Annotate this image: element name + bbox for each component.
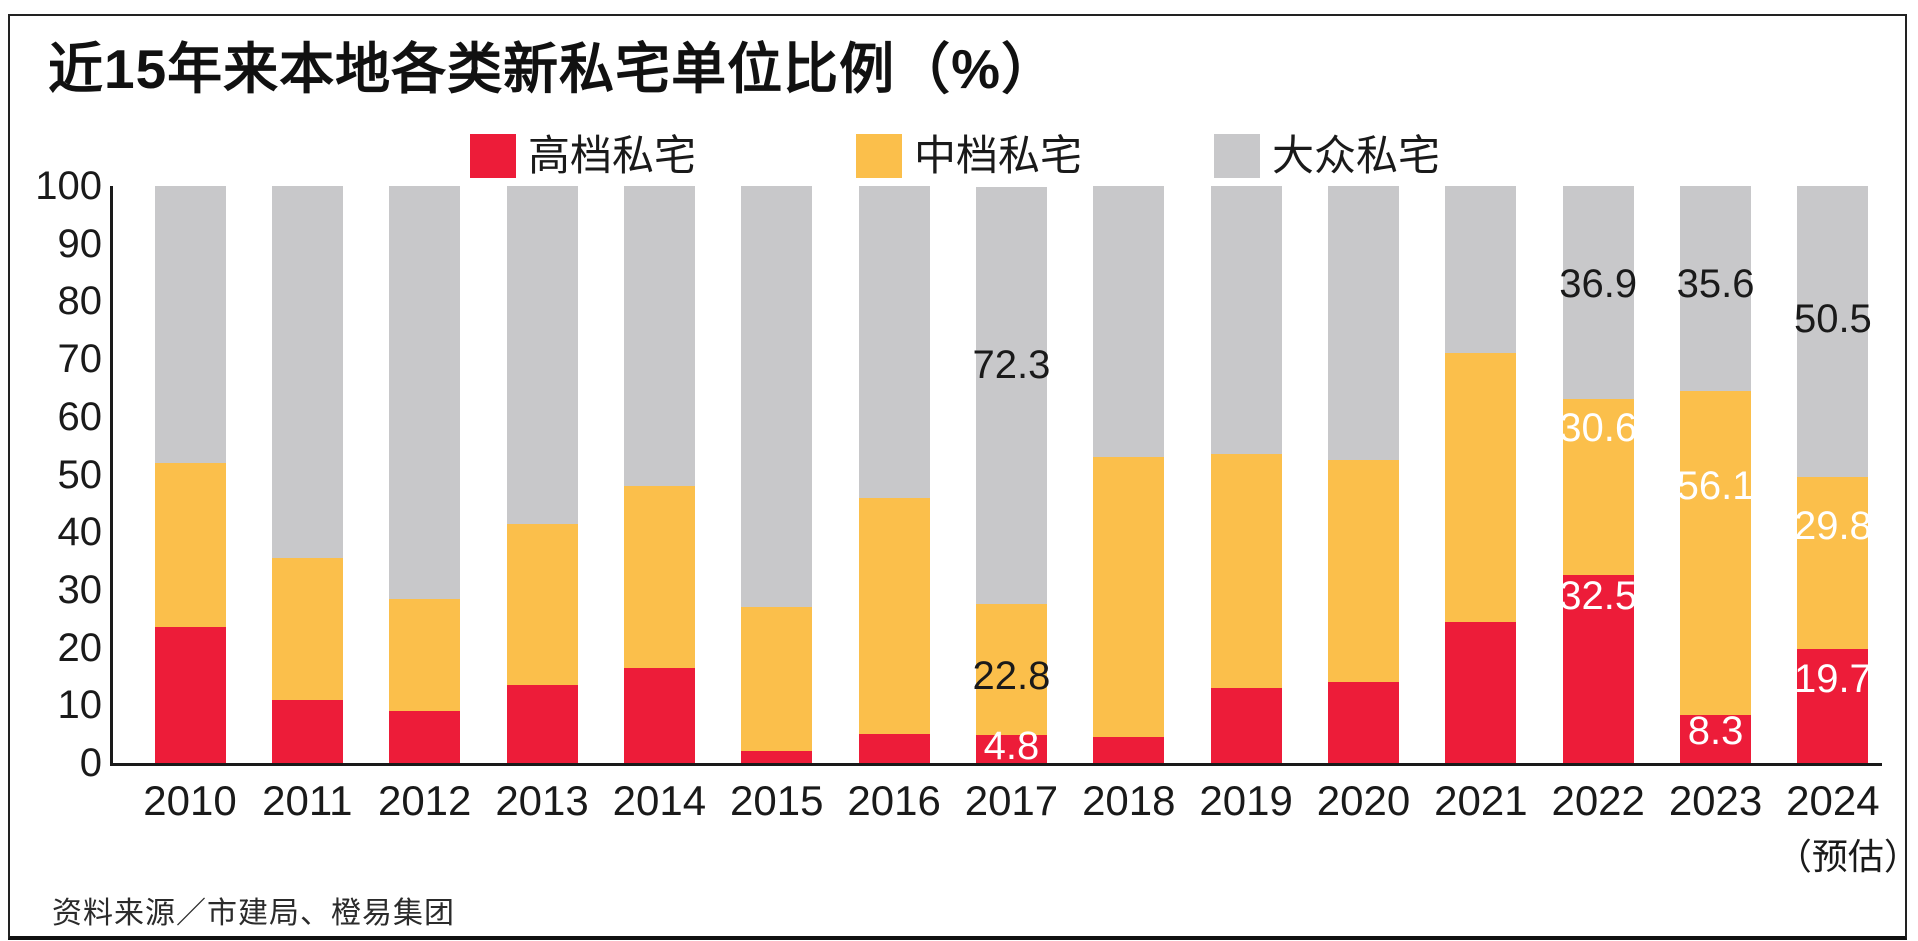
bar-segment-high_end-2023	[1680, 715, 1752, 763]
data-label-2017-72.3: 72.3	[972, 342, 1051, 387]
legend-item-mid-tier: 中档私宅	[856, 134, 1082, 178]
bar-segment-mid_tier-2021	[1445, 353, 1517, 622]
bar-segment-mass_market-2011	[271, 186, 343, 559]
legend-item-high-end: 高档私宅	[470, 134, 696, 178]
bar-segment-mass_market-2019	[1210, 186, 1282, 455]
x-label-2022: 2022	[1551, 777, 1645, 824]
y-tick-30: 30	[57, 567, 103, 612]
bar-segment-mid_tier-2012	[389, 598, 461, 712]
data-label-2024-19.7: 19.7	[1793, 657, 1872, 702]
bar-segment-mass_market-2021	[1445, 186, 1517, 354]
bar-segment-high_end-2017	[975, 735, 1047, 763]
x-label-2019: 2019	[1199, 777, 1293, 824]
legend-label-high-end: 高档私宅	[528, 132, 697, 179]
legend-item-mass-market: 大众私宅	[1214, 134, 1440, 178]
bar-segment-high_end-2011	[271, 699, 343, 763]
bar-segment-high_end-2010	[154, 627, 226, 763]
bar-segment-mass_market-2022	[1562, 186, 1634, 399]
x-label-2020: 2020	[1316, 777, 1411, 824]
x-label-2018: 2018	[1082, 777, 1176, 824]
bar-segment-mid_tier-2015	[741, 607, 813, 752]
bar-segment-mass_market-2010	[154, 186, 226, 463]
bar-segment-high_end-2012	[389, 711, 461, 763]
bar-segment-high_end-2018	[1093, 737, 1165, 763]
legend-swatch-high-end	[470, 134, 516, 178]
y-tick-90: 90	[57, 221, 103, 266]
bar-segment-mass_market-2023	[1680, 186, 1752, 392]
bar-segment-mid_tier-2019	[1210, 454, 1282, 688]
data-label-2024-50.5: 50.5	[1793, 296, 1872, 341]
legend-swatch-mid-tier	[856, 134, 902, 178]
bar-segment-mid_tier-2014	[623, 486, 695, 668]
bar-segment-mass_market-2020	[1328, 186, 1399, 461]
bar-segment-mass_market-2012	[389, 186, 461, 599]
y-tick-10: 10	[57, 683, 103, 728]
x-label-2017: 2017	[964, 777, 1059, 824]
bar-segment-high_end-2021	[1445, 621, 1517, 763]
bar-segment-high_end-2014	[623, 667, 695, 763]
bar-segment-mid_tier-2024	[1797, 477, 1869, 650]
y-tick-80: 80	[57, 279, 103, 324]
x-label-2012: 2012	[377, 777, 472, 824]
data-label-2023-35.6: 35.6	[1676, 262, 1755, 307]
y-tick-60: 60	[57, 394, 103, 439]
x-label-2016: 2016	[847, 777, 941, 824]
bar-segment-mid_tier-2020	[1328, 460, 1399, 683]
data-label-2023-56.1: 56.1	[1676, 464, 1755, 509]
bar-segment-mass_market-2016	[858, 186, 930, 498]
bar-segment-mass_market-2013	[506, 186, 578, 524]
x-label-2021: 2021	[1434, 777, 1528, 824]
legend-swatch-mass-market	[1214, 134, 1260, 178]
bar-segment-mid_tier-2017	[975, 603, 1047, 736]
bar-segment-high_end-2024	[1797, 649, 1869, 763]
x-label-2015: 2015	[730, 777, 824, 824]
legend-label-mass-market: 大众私宅	[1272, 132, 1441, 179]
bar-segment-mid_tier-2011	[271, 558, 343, 700]
chart-title: 近15年来本地各类新私宅单位比例（%）	[48, 38, 1058, 100]
bar-segment-mid_tier-2018	[1093, 457, 1165, 738]
y-tick-70: 70	[57, 337, 103, 382]
data-label-2017-4.8: 4.8	[983, 723, 1040, 768]
data-label-2022-30.6: 30.6	[1559, 406, 1638, 451]
data-label-2017-22.8: 22.8	[972, 654, 1051, 699]
y-tick-50: 50	[57, 452, 103, 497]
data-label-2022-32.5: 32.5	[1559, 573, 1638, 618]
x-note-forecast: （预估）	[1775, 836, 1918, 877]
x-axis-line	[110, 763, 1882, 766]
bar-segment-high_end-2013	[506, 685, 578, 763]
data-label-2023-8.3: 8.3	[1687, 709, 1744, 754]
x-label-2011: 2011	[262, 777, 353, 824]
bar-segment-mid_tier-2010	[154, 462, 226, 628]
bar-segment-mid_tier-2013	[506, 523, 578, 686]
bar-segment-mid_tier-2023	[1680, 391, 1752, 716]
data-label-2024-29.8: 29.8	[1793, 504, 1872, 549]
data-label-2022-36.9: 36.9	[1559, 262, 1638, 307]
bar-segment-high_end-2016	[858, 734, 930, 763]
bar-segment-mass_market-2015	[741, 186, 813, 608]
bar-segment-high_end-2019	[1210, 687, 1282, 763]
bar-segment-mass_market-2024	[1797, 186, 1869, 478]
x-label-2014: 2014	[612, 777, 707, 824]
x-label-2024: 2024	[1786, 777, 1880, 824]
x-label-2013: 2013	[495, 777, 589, 824]
bar-segment-high_end-2015	[741, 751, 813, 763]
source-note: 资料来源／市建局、橙易集团	[52, 897, 455, 930]
y-tick-100: 100	[35, 164, 102, 208]
x-label-2010: 2010	[143, 777, 237, 824]
y-tick-40: 40	[57, 510, 103, 555]
y-axis-line	[110, 186, 113, 763]
bar-segment-high_end-2020	[1328, 682, 1399, 763]
bar-segment-mass_market-2017	[975, 186, 1047, 604]
bar-segment-mid_tier-2022	[1562, 398, 1634, 576]
legend-label-mid-tier: 中档私宅	[914, 132, 1083, 179]
x-label-2023: 2023	[1668, 777, 1763, 824]
y-tick-0: 0	[79, 741, 102, 785]
bar-segment-mid_tier-2016	[858, 497, 930, 735]
bar-segment-mass_market-2014	[623, 186, 695, 487]
y-tick-20: 20	[57, 625, 103, 670]
bar-segment-mass_market-2018	[1093, 186, 1165, 458]
bar-segment-high_end-2022	[1562, 575, 1634, 763]
